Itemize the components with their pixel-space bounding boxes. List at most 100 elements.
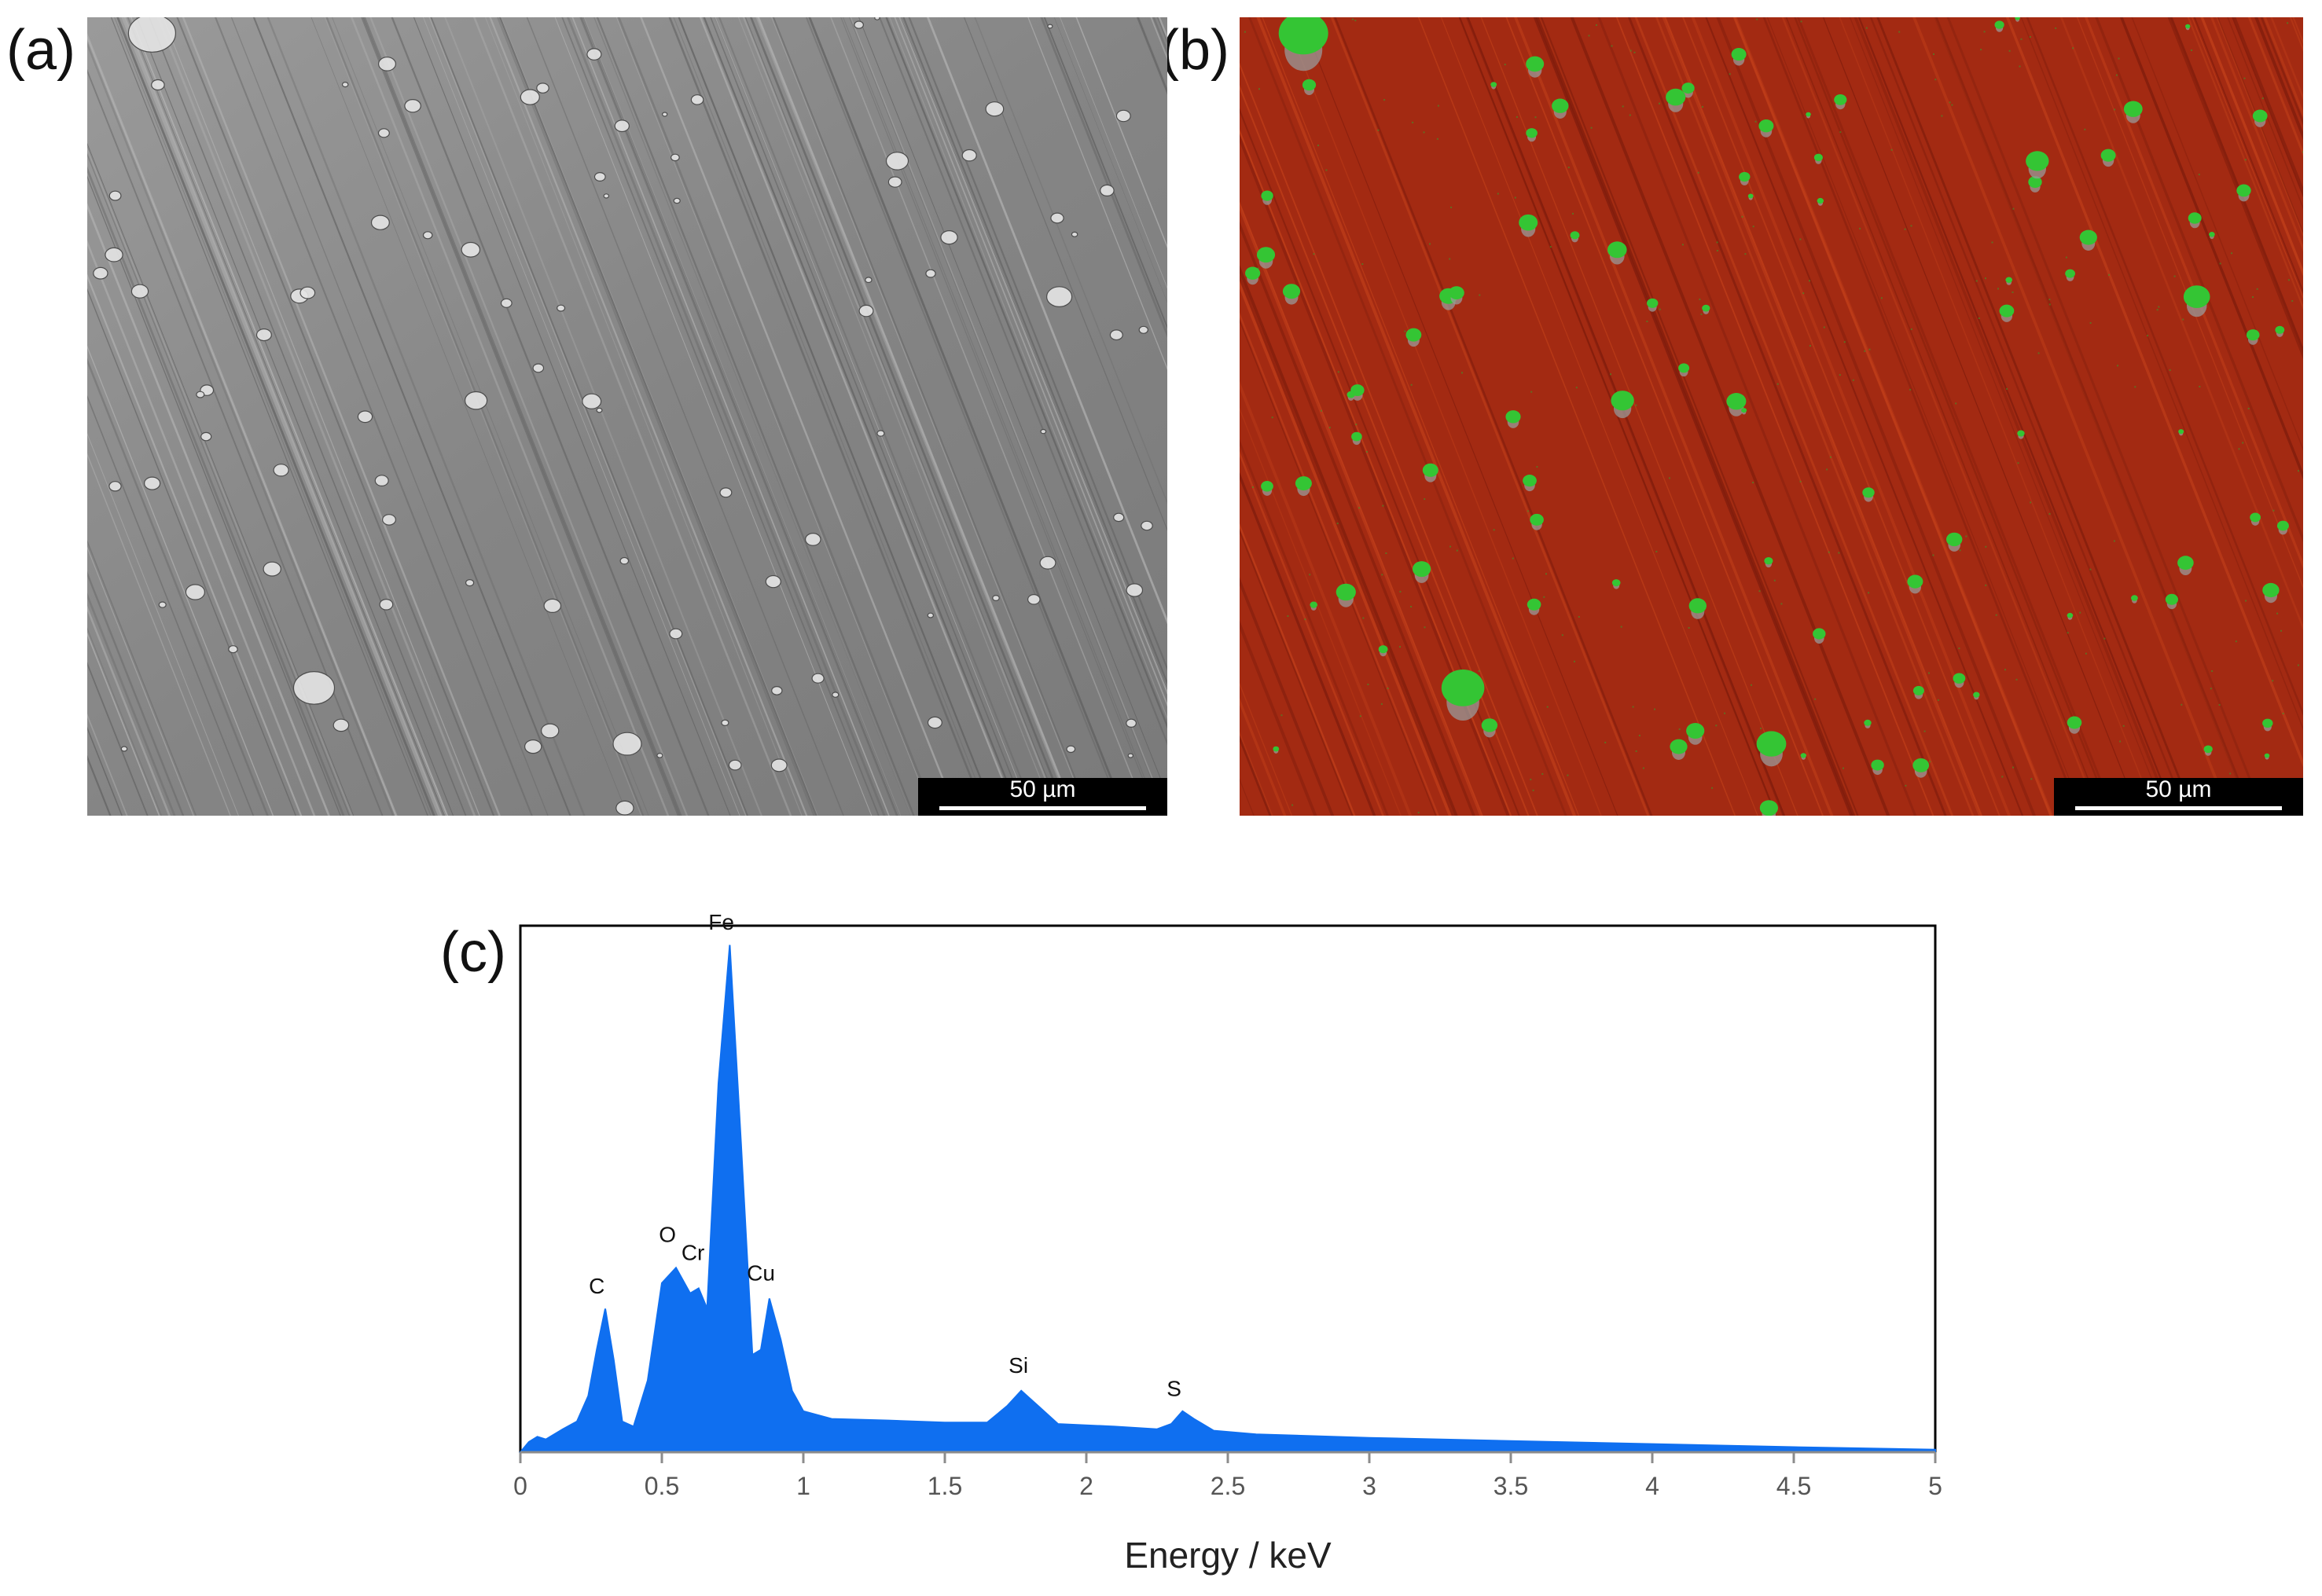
map-particle (1758, 119, 1774, 133)
map-speckle (2048, 299, 2051, 301)
sem-particle (1027, 593, 1041, 605)
map-particle (2276, 520, 2289, 531)
map-speckle (2114, 108, 2116, 111)
map-streak (1240, 201, 1483, 816)
map-speckle (1399, 590, 1402, 593)
sem-particle (299, 286, 316, 299)
polish-streak (496, 17, 816, 816)
map-speckle (1744, 253, 1747, 255)
map-particle (1946, 532, 1963, 547)
map-speckle (2191, 50, 2192, 51)
map-speckle (1417, 812, 1420, 814)
map-speckle (1809, 280, 1810, 282)
polish-streak (87, 345, 274, 816)
map-streak (1300, 17, 1618, 816)
map-speckle (1756, 18, 1758, 20)
sem-particle (927, 612, 935, 618)
map-streak (1664, 17, 1983, 816)
map-speckle (1367, 684, 1369, 685)
map-speckle (1504, 64, 1506, 66)
sem-particle (887, 176, 902, 188)
map-particle (1912, 685, 1924, 695)
polish-streak (858, 17, 1167, 797)
polish-streak (444, 17, 762, 816)
polish-streak (808, 17, 1127, 816)
map-particle (1864, 719, 1872, 726)
map-speckle (2072, 47, 2074, 50)
map-speckle (1985, 545, 1987, 548)
map-speckle (1668, 477, 1670, 479)
map-speckle (1814, 698, 1817, 700)
sem-particle (536, 83, 549, 94)
map-speckle (1995, 614, 1997, 616)
sem-particle (532, 363, 545, 373)
map-speckle (1928, 672, 1930, 674)
map-speckle (2158, 306, 2160, 308)
sem-particle (200, 431, 212, 442)
polish-streak (252, 17, 571, 816)
plot-frame (519, 924, 1937, 1454)
map-speckle (1904, 228, 1906, 230)
map-speckle (1752, 482, 1754, 484)
polish-streak (902, 17, 1167, 684)
sem-particle (619, 556, 630, 565)
map-speckle (2103, 637, 2106, 640)
map-speckle (2117, 365, 2118, 367)
x-tick-label: 2 (1079, 1472, 1093, 1500)
polish-streak (331, 17, 649, 816)
map-speckle (1642, 767, 1644, 769)
polish-streak (1043, 17, 1167, 330)
sem-particle (615, 800, 634, 816)
map-streak (1570, 17, 1890, 816)
map-speckle (1497, 193, 1499, 195)
map-speckle (1654, 708, 1655, 710)
map-speckle (1716, 241, 1718, 244)
map-particle (1806, 112, 1811, 117)
map-particle (1570, 231, 1580, 240)
map-speckle (1313, 253, 1315, 255)
map-speckle (1382, 504, 1384, 507)
map-speckle (2004, 669, 2006, 671)
map-streak (1240, 528, 1354, 816)
map-speckle (1575, 387, 1578, 389)
map-particle (1490, 82, 1497, 87)
polish-streak (583, 17, 902, 816)
map-speckle (2211, 670, 2214, 672)
map-particle (2275, 325, 2285, 334)
map-speckle (2147, 335, 2148, 337)
map-particle (2262, 718, 2273, 728)
map-particle (1741, 408, 1747, 413)
map-speckle (1941, 115, 1943, 117)
map-speckle (1937, 699, 1939, 701)
map-particle (1405, 328, 1422, 342)
polish-streak (87, 542, 196, 816)
map-streak (1256, 17, 1577, 816)
map-speckle (2156, 309, 2159, 311)
polish-streak (325, 17, 645, 816)
sem-particle (927, 716, 942, 729)
map-speckle (2256, 288, 2258, 290)
map-speckle (1404, 330, 1406, 332)
map-speckle (1383, 99, 1386, 101)
map-speckle (1910, 225, 1912, 227)
map-particle (1670, 739, 1688, 754)
polish-streak (699, 17, 1017, 816)
polish-streak (579, 17, 898, 816)
map-streak (1857, 17, 2177, 816)
map-speckle (1567, 774, 1569, 776)
polish-streak (87, 605, 171, 816)
map-streak (2232, 17, 2303, 198)
x-tick-label: 2.5 (1211, 1472, 1245, 1500)
polish-streak (640, 17, 959, 816)
map-speckle (1865, 27, 1868, 29)
sem-particle (811, 673, 825, 684)
eds-map (1240, 17, 2303, 816)
map-streak (1627, 17, 1947, 816)
polish-streak (361, 17, 680, 816)
sem-particle (130, 284, 149, 299)
map-speckle (1681, 244, 1684, 246)
polish-streak (703, 17, 1022, 816)
map-speckle (1949, 101, 1951, 104)
sem-particle (770, 758, 788, 772)
map-speckle (2001, 776, 2004, 778)
